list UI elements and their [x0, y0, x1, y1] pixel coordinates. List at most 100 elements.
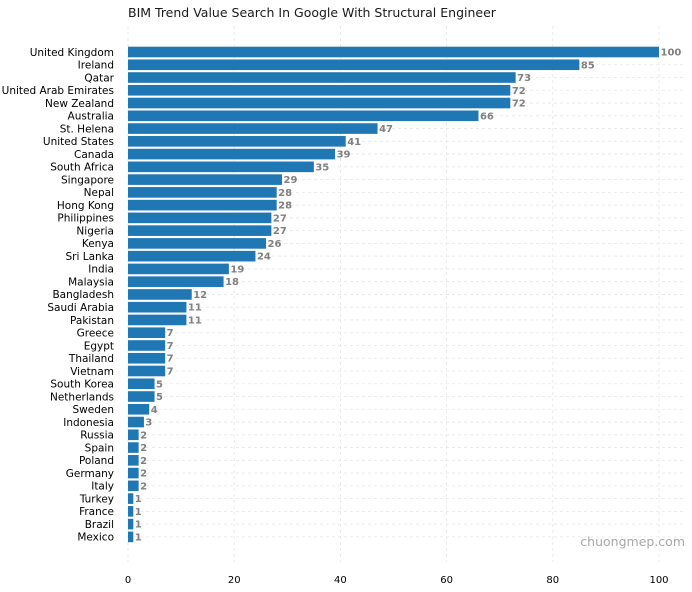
value-label: 19	[230, 264, 244, 275]
x-tick-label: 40	[334, 575, 347, 586]
value-label: 2	[140, 456, 147, 467]
bar	[128, 391, 155, 402]
value-label: 4	[151, 405, 158, 416]
x-tick-label: 100	[649, 575, 668, 586]
bar	[128, 531, 134, 543]
category-label: Vietnam	[70, 366, 114, 378]
bar	[128, 365, 166, 377]
value-label: 7	[167, 367, 174, 378]
bar	[128, 506, 134, 517]
value-label: 1	[135, 507, 142, 518]
bar	[128, 59, 580, 71]
value-label: 2	[140, 481, 147, 492]
category-label: France	[79, 506, 114, 518]
category-label: Kenya	[82, 238, 114, 250]
bar	[128, 123, 378, 134]
x-tick-label: 80	[546, 575, 559, 586]
bar	[128, 250, 256, 262]
bar	[128, 518, 134, 530]
value-label: 1	[135, 532, 142, 543]
bar	[128, 238, 267, 249]
category-label: Netherlands	[50, 391, 114, 403]
value-label: 2	[140, 443, 147, 454]
category-label: Brazil	[85, 519, 114, 531]
value-label: 2	[140, 469, 147, 480]
value-label: 72	[512, 99, 526, 110]
category-label: New Zealand	[45, 98, 114, 110]
category-label: Indonesia	[63, 417, 114, 429]
value-label: 5	[156, 379, 163, 390]
category-label: Philippines	[57, 213, 114, 225]
bar	[128, 174, 282, 185]
value-label: 12	[193, 290, 207, 301]
bar	[128, 187, 277, 198]
x-tick-label: 0	[125, 575, 131, 586]
value-label: 39	[337, 150, 351, 161]
bar	[128, 161, 314, 173]
bar	[128, 110, 479, 122]
bar	[128, 289, 192, 300]
category-label: Nepal	[84, 187, 114, 199]
bar	[128, 84, 511, 96]
bar	[128, 340, 166, 351]
category-label: Poland	[79, 455, 114, 467]
bar	[128, 455, 139, 466]
x-axis-ticks: 0 20 40 60 80 100	[125, 575, 669, 586]
bar	[128, 148, 336, 160]
category-label: Qatar	[84, 72, 114, 84]
value-label: 26	[268, 239, 282, 250]
category-label: Thailand	[68, 353, 114, 365]
category-label: Greece	[77, 328, 114, 340]
bar	[128, 199, 277, 211]
bar	[128, 352, 166, 364]
x-tick-label: 20	[228, 575, 241, 586]
category-label: India	[88, 264, 114, 276]
category-label: Malaysia	[68, 276, 114, 288]
value-labels: 1008573727266474139352928282727262419181…	[135, 48, 682, 544]
bar	[128, 327, 166, 339]
bar	[128, 467, 139, 479]
bar	[128, 72, 516, 83]
bar	[128, 493, 134, 504]
value-label: 47	[379, 124, 393, 135]
value-label: 7	[167, 341, 174, 352]
value-label: 11	[188, 303, 202, 314]
value-label: 11	[188, 315, 202, 326]
bar	[128, 97, 511, 109]
category-label: St. Helena	[60, 123, 114, 135]
category-label: Australia	[68, 111, 114, 123]
bar	[128, 378, 155, 390]
category-label: Mexico	[77, 532, 114, 544]
value-label: 18	[225, 277, 239, 288]
bar	[128, 276, 224, 287]
category-label: United States	[43, 136, 114, 148]
value-label: 7	[167, 354, 174, 365]
value-label: 5	[156, 392, 163, 403]
value-label: 1	[135, 520, 142, 531]
watermark-text: chuongmep.com	[580, 534, 685, 549]
value-label: 7	[167, 328, 174, 339]
value-label: 72	[512, 86, 526, 97]
category-label: South Korea	[50, 379, 114, 391]
x-tick-label: 60	[440, 575, 453, 586]
category-label: Hong Kong	[57, 200, 114, 212]
bar	[128, 442, 139, 453]
bar	[128, 136, 346, 147]
value-label: 27	[273, 226, 287, 237]
bar	[128, 480, 139, 492]
value-label: 100	[661, 48, 682, 59]
bar	[128, 301, 187, 313]
category-label: Sweden	[73, 404, 115, 416]
category-label: Ireland	[78, 60, 114, 72]
category-label: Sri Lanka	[65, 251, 114, 263]
bar	[128, 403, 150, 415]
value-label: 85	[581, 60, 595, 71]
chart-title: BIM Trend Value Search In Google With St…	[128, 5, 497, 20]
value-label: 41	[347, 137, 361, 148]
category-label: Germany	[66, 468, 114, 480]
category-label: Saudi Arabia	[47, 302, 114, 314]
bar	[128, 225, 272, 236]
category-label: United Arab Emirates	[2, 85, 114, 97]
